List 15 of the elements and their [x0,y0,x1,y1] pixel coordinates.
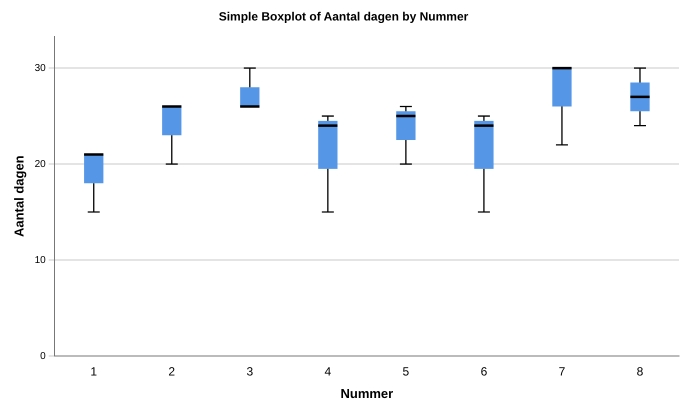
y-tick-label: 0 [40,350,46,362]
y-tick-label: 30 [34,62,46,74]
x-tick-label: 3 [246,364,254,379]
y-tick-label: 20 [34,158,46,170]
x-tick-label: 1 [90,364,98,379]
x-tick-label: 5 [402,364,410,379]
x-tick-label: 2 [168,364,176,379]
chart-title: Simple Boxplot of Aantal dagen by Nummer [218,10,469,24]
y-axis-title: Aantal dagen [11,155,26,238]
x-tick-label: 8 [636,364,644,379]
y-tick-label: 10 [34,254,46,266]
x-tick-label: 6 [480,364,488,379]
x-tick-label: 7 [558,364,566,379]
x-axis-title: Nummer [340,386,394,401]
x-tick-label: 4 [324,364,332,379]
